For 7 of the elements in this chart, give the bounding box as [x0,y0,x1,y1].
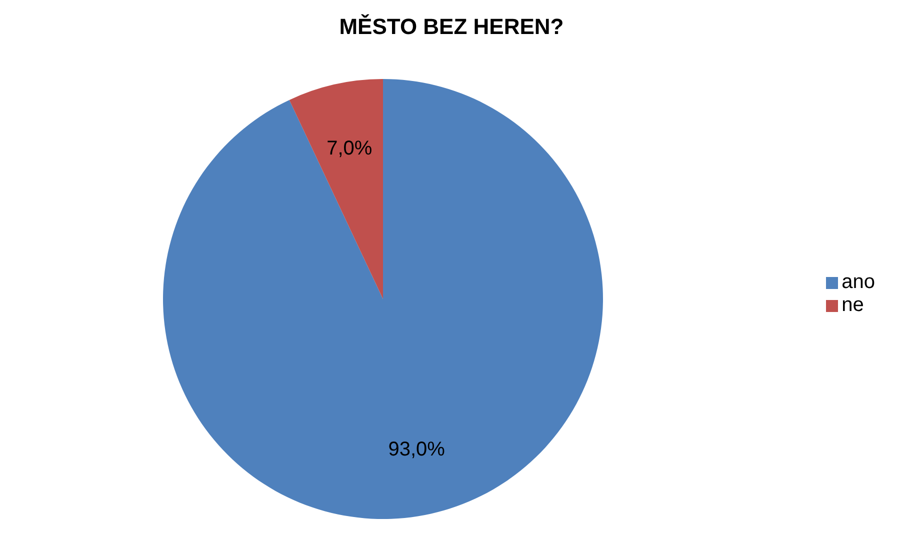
data-label: 7,0% [326,138,372,160]
legend-label: ano [842,271,875,293]
pie-slice [163,79,603,519]
pie-slice [289,79,383,299]
data-label: 93,0% [388,438,446,460]
legend-label: ne [842,294,864,316]
chart-title: MĚSTO BEZ HEREN? [338,14,565,41]
